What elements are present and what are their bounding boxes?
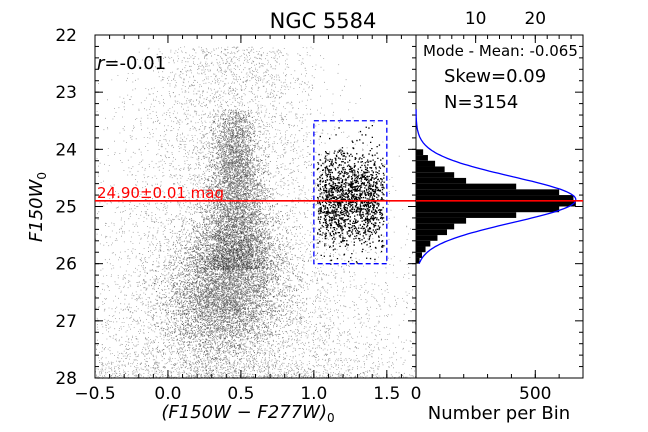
count-label: N=3154	[444, 92, 518, 113]
selected-sample-points	[316, 125, 385, 265]
cmd-x-tick-label: −0.5	[74, 384, 115, 404]
x-axis-label: (F150W − F277W)0	[161, 402, 334, 425]
magnitude-label: 24.90±0.01 mag	[97, 184, 224, 202]
cmd-point-cloud	[95, 46, 417, 379]
histogram-bar	[416, 189, 560, 196]
hist-x-tick-label: 500	[519, 384, 551, 404]
x-axis-label-subscript: 0	[327, 411, 335, 425]
histogram-bar	[416, 172, 455, 178]
histogram-bar	[416, 155, 428, 161]
histogram-bar	[416, 206, 560, 213]
hist-top-tick-label: 10	[465, 9, 487, 29]
skew-label: Skew=0.09	[444, 66, 546, 87]
cmd-y-tick-label: 24	[55, 140, 77, 160]
cmd-panel: 24.90±0.01 mag r=-0.01 −0.5 0.0 0.5 1.0 1.5 …	[26, 26, 417, 425]
cmd-x-tick-label: 1.5	[373, 384, 400, 404]
correlation-value: =-0.01	[104, 53, 166, 74]
hist-top-tick-label: 20	[524, 9, 546, 29]
selected-sample-dots	[316, 125, 385, 265]
hist-x-axis-ticks: 0 500	[411, 370, 584, 404]
histogram-bar	[416, 257, 420, 264]
cmd-y-tick-label: 22	[55, 26, 77, 46]
histogram-bar	[416, 223, 455, 230]
x-axis-label-text: (F150W − F277W)	[161, 402, 327, 423]
cmd-x-axis-ticks: −0.5 0.0 0.5 1.0 1.5	[74, 35, 417, 404]
histogram-bar	[416, 160, 436, 167]
histogram-bar	[416, 177, 467, 184]
cmd-y-tick-label: 26	[55, 255, 77, 275]
histogram-bar	[416, 212, 517, 218]
histogram-bar	[416, 229, 448, 236]
histogram-bar	[416, 200, 576, 207]
main-clump-points	[124, 185, 342, 379]
y-axis-label-text: F150W	[26, 178, 47, 242]
histogram-panel: Mode - Mean: -0.065 Skew=0.09 N=3154 0 50…	[411, 9, 584, 424]
mode-minus-mean-label: Mode - Mean: -0.065	[423, 42, 578, 60]
histogram-bar	[416, 235, 438, 241]
correlation-label: r=-0.01	[97, 53, 166, 74]
hist-top-axis-ticks: 10 20	[415, 9, 584, 43]
histogram-bar	[416, 166, 445, 173]
cmd-x-tick-label: 0.0	[154, 384, 181, 404]
cmd-y-tick-label: 27	[55, 312, 77, 332]
cmd-x-tick-label: 0.5	[227, 384, 254, 404]
hist-y-axis-ticks	[575, 34, 583, 379]
chart-title: NGC 5584	[270, 9, 377, 33]
correlation-symbol: r	[97, 53, 106, 74]
histogram-bar	[416, 240, 431, 247]
cmd-plot-frame	[94, 34, 417, 379]
selection-box	[313, 120, 388, 265]
histogram-bar	[416, 246, 426, 253]
cmd-y-tick-label: 28	[55, 369, 77, 389]
histogram-bar	[416, 183, 517, 190]
gaussian-fit-curve	[415, 109, 577, 264]
histogram-bar	[416, 217, 467, 224]
histogram-bar	[416, 252, 422, 258]
histogram-bar	[416, 149, 424, 156]
y-axis-label: F150W0	[26, 172, 49, 242]
hist-x-tick-label: 0	[411, 384, 422, 404]
y-axis-label-subscript: 0	[35, 172, 49, 180]
histogram-bars	[416, 149, 576, 264]
hist-x-axis-label: Number per Bin	[428, 403, 570, 424]
cmd-y-axis-ticks: 22 23 24 25 26 27 28	[55, 26, 416, 389]
rgb-branch-points	[173, 109, 311, 271]
cmd-y-tick-label: 25	[55, 198, 77, 218]
cmd-x-tick-label: 1.0	[300, 384, 327, 404]
cmd-y-tick-label: 23	[55, 83, 77, 103]
histogram-bar	[416, 195, 574, 201]
